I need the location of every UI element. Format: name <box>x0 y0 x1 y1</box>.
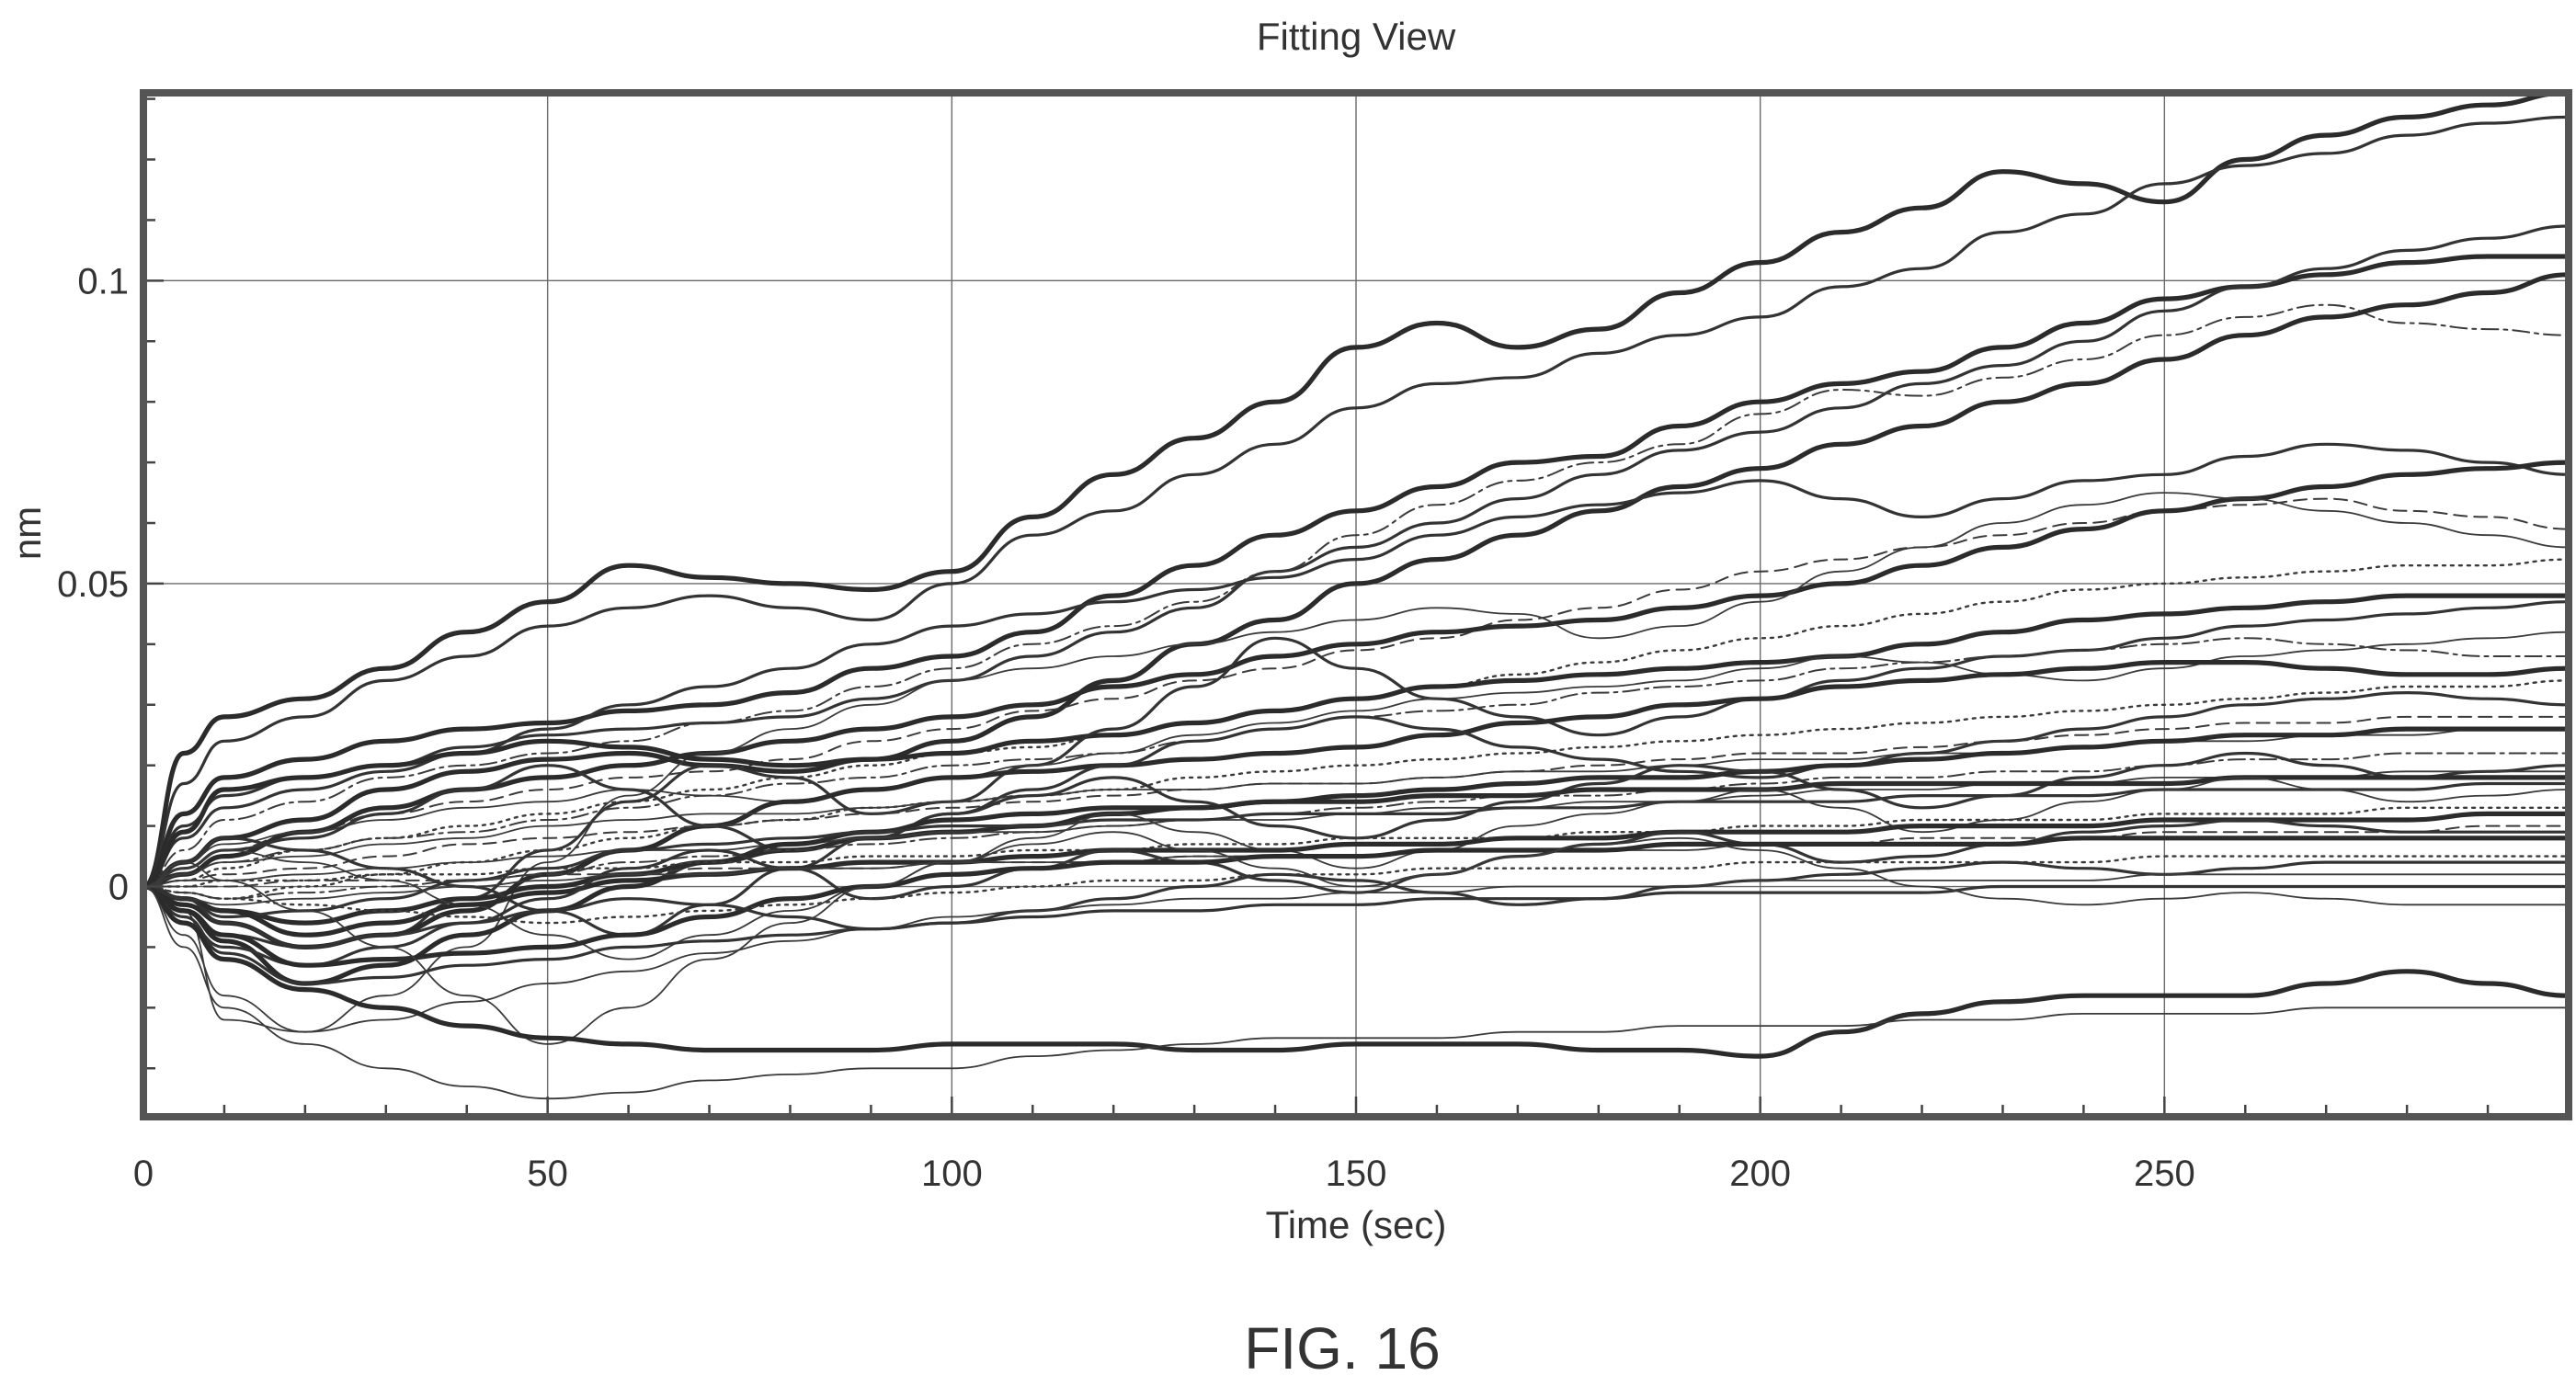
y-tick-label-0: 0 <box>108 868 129 908</box>
series-line-31 <box>142 818 2570 967</box>
series-line-5 <box>142 303 2570 888</box>
series-line-26 <box>142 806 2570 888</box>
y-tick-labels: 0 0.05 0.1 <box>57 261 129 907</box>
x-tick-label-100: 100 <box>921 1154 983 1194</box>
x-axis-label: Time (sec) <box>1266 1203 1447 1246</box>
series-line-2 <box>142 115 2570 889</box>
series-line-36 <box>142 873 2570 1033</box>
series-line-12 <box>141 593 2571 890</box>
series-line-25 <box>141 775 2571 986</box>
series-line-18 <box>142 691 2570 889</box>
x-tick-label-200: 200 <box>1729 1154 1791 1194</box>
series-line-37 <box>142 884 2570 985</box>
series-line-17 <box>142 679 2570 900</box>
series-line-9 <box>141 460 2571 890</box>
series-line-23 <box>142 751 2570 937</box>
y-axis-label: nm <box>6 506 49 560</box>
series-line-4 <box>142 224 2570 889</box>
series-line-15 <box>142 631 2570 888</box>
series-line-6 <box>141 272 2571 890</box>
x-tick-labels: 0 50 100 150 200 250 <box>133 1154 2195 1194</box>
x-tick-label-50: 50 <box>527 1154 568 1194</box>
y-tick-label-0-1: 0.1 <box>77 261 129 301</box>
series-lines <box>141 90 2571 1100</box>
x-tick-label-250: 250 <box>2134 1154 2195 1194</box>
series-line-38 <box>142 831 2570 1045</box>
series-line-33 <box>141 836 2571 968</box>
chart-title: Fitting View <box>1257 15 1456 58</box>
series-line-39 <box>141 883 2571 1059</box>
series-line-1 <box>141 90 2571 890</box>
series-line-35 <box>142 860 2570 949</box>
figure-caption: FIG. 16 <box>1244 1315 1440 1381</box>
series-line-10 <box>142 492 2570 1033</box>
x-tick-label-0: 0 <box>133 1154 154 1194</box>
series-line-7 <box>142 442 2570 889</box>
series-line-29 <box>141 811 2571 938</box>
series-line-3 <box>141 254 2571 890</box>
series-line-11 <box>142 558 2570 888</box>
plot-area-frame <box>140 89 2572 1120</box>
y-tick-label-0-05: 0.05 <box>57 564 129 605</box>
series-line-40 <box>142 885 2570 1100</box>
series-line-28 <box>142 777 2570 961</box>
x-tick-label-150: 150 <box>1326 1154 1387 1194</box>
